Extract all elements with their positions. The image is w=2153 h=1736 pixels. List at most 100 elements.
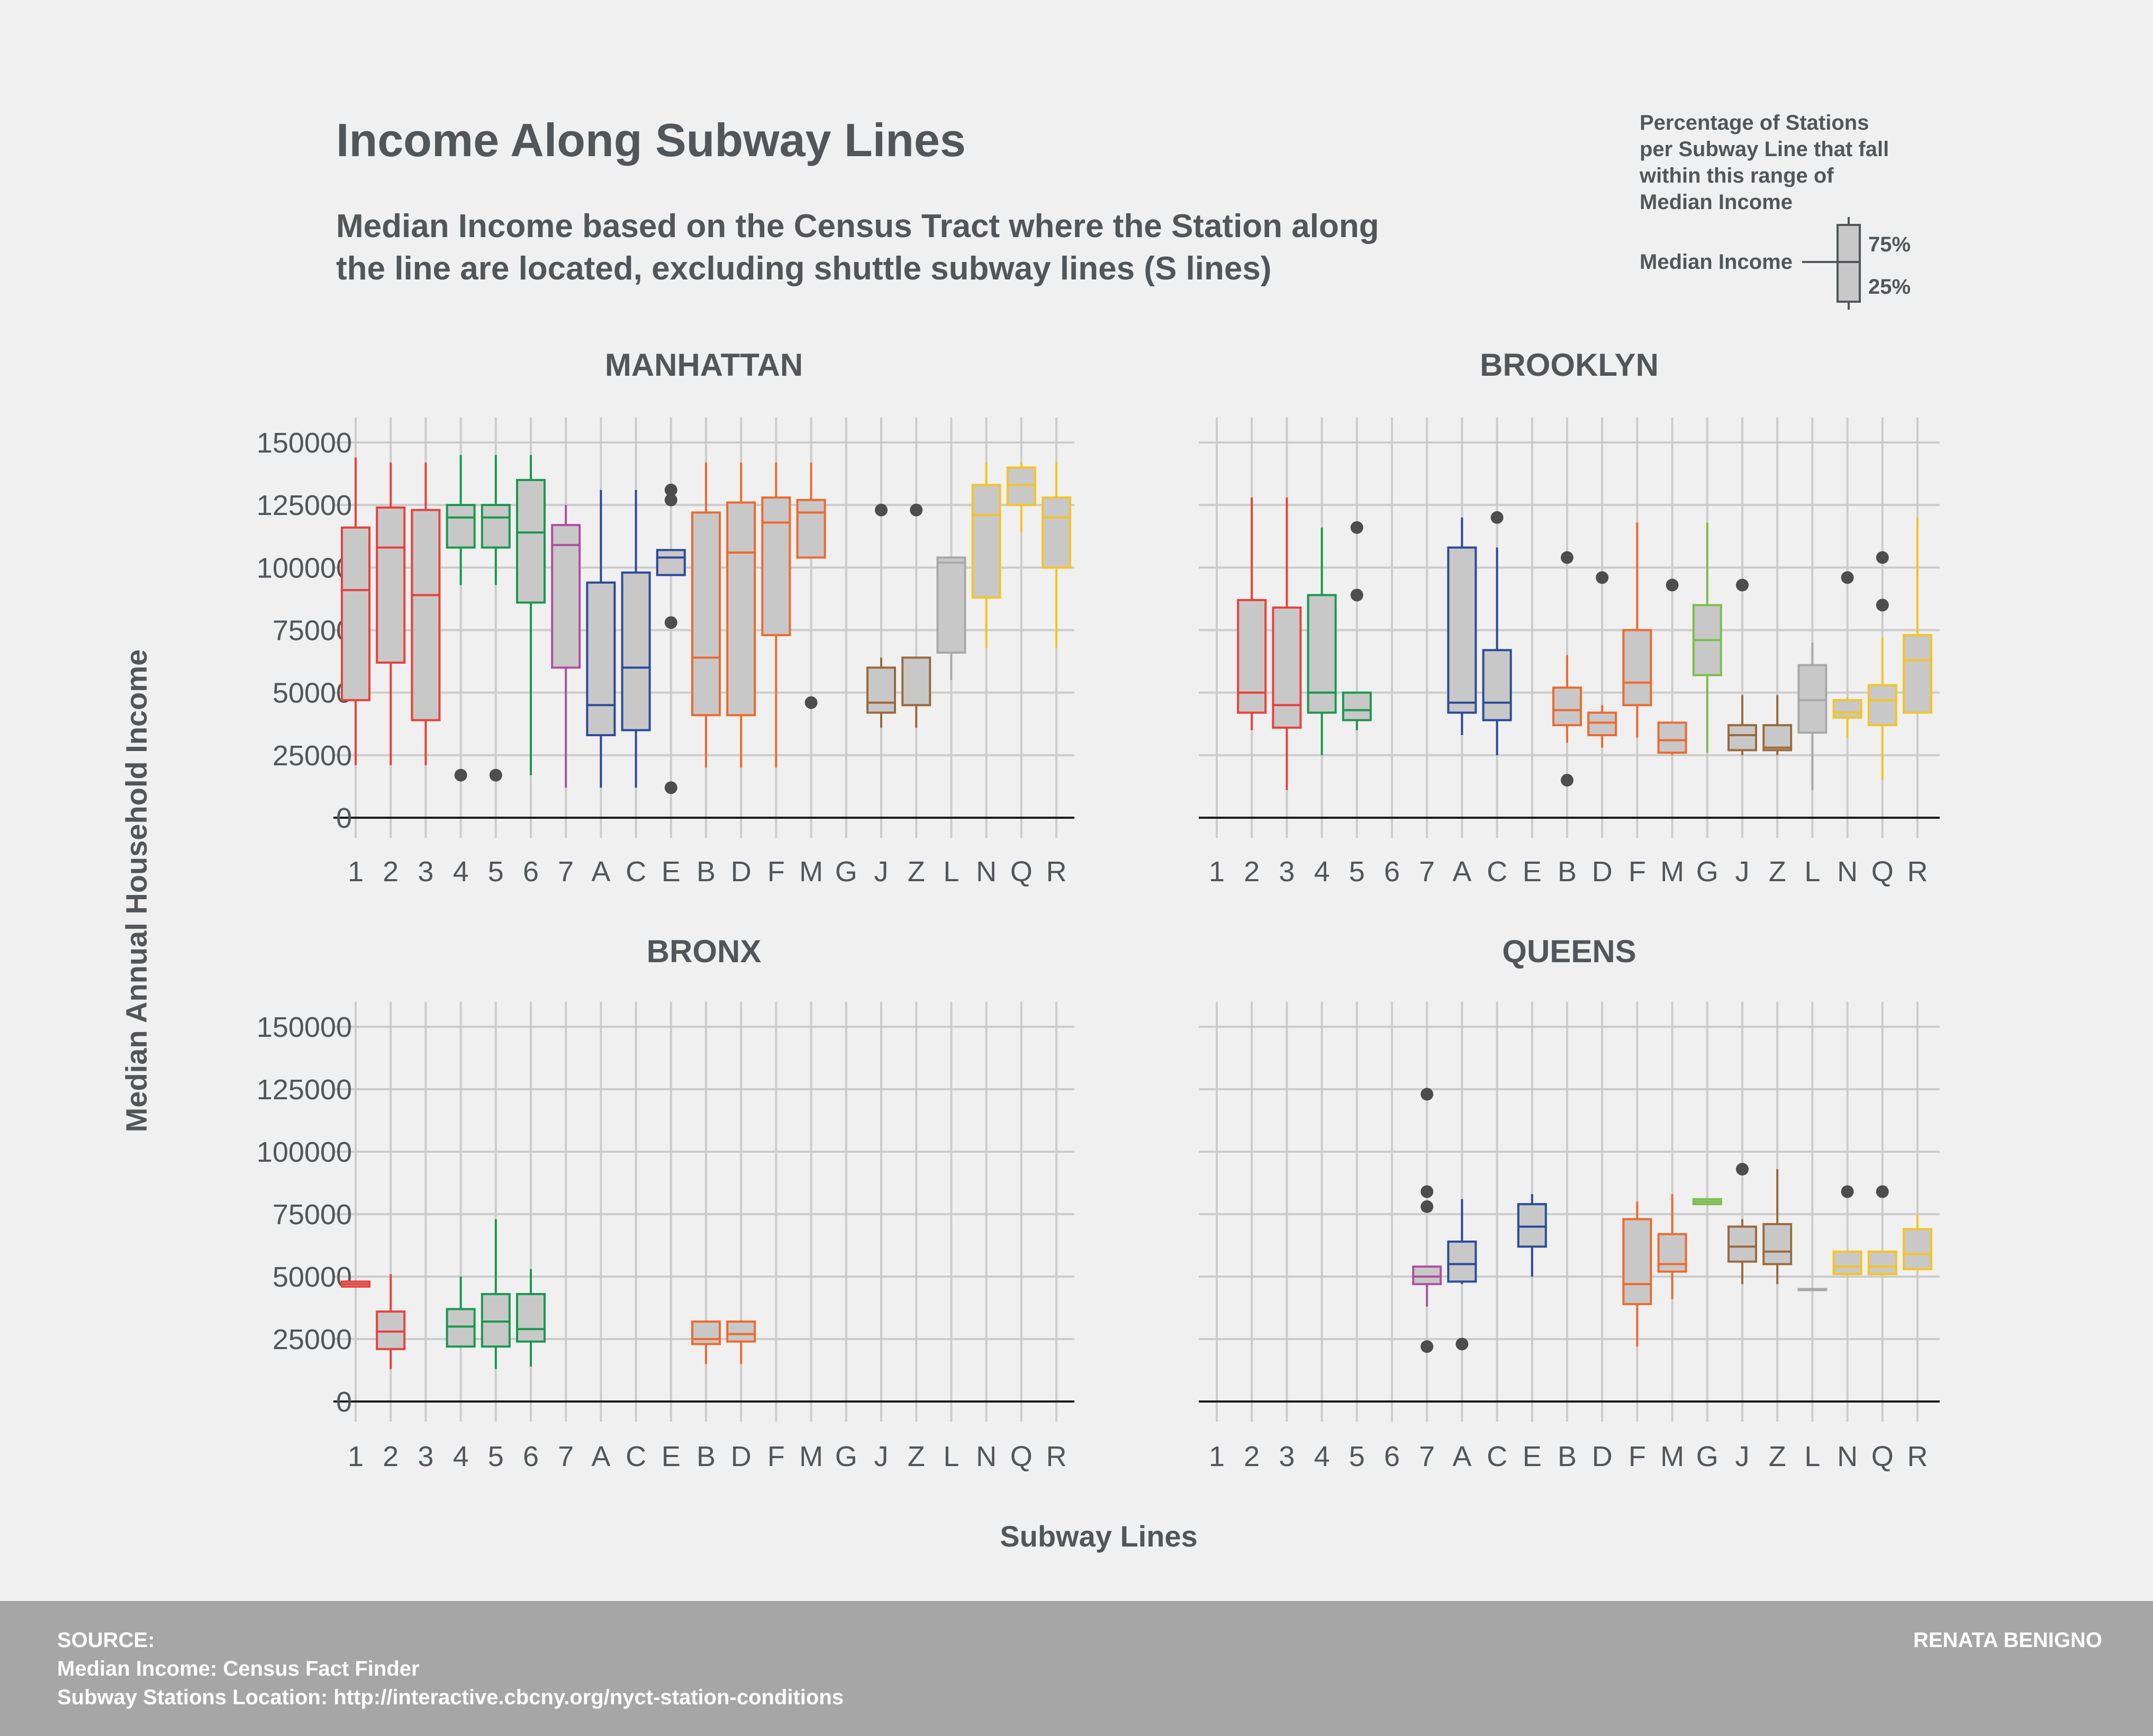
x-tick-label: R [1046, 856, 1067, 888]
x-tick-label: G [835, 1441, 857, 1472]
outlier-point [1561, 551, 1573, 564]
x-tick-label: 6 [1384, 1441, 1400, 1472]
box-R [1903, 1214, 1932, 1270]
box-J [866, 503, 896, 728]
x-tick-label: C [1487, 856, 1507, 888]
panel-title: QUEENS [1502, 934, 1636, 969]
x-tick-label: R [1046, 1441, 1067, 1472]
x-tick-label: 7 [1419, 856, 1435, 888]
x-tick-label: 5 [1349, 856, 1365, 888]
box-iqr [586, 581, 616, 737]
x-tick-label: B [696, 856, 716, 888]
box-E [656, 483, 686, 794]
x-tick-label: G [1696, 856, 1718, 888]
x-tick-label: F [767, 856, 785, 888]
chart-subtitle-line-1: Median Income based on the Census Tract … [336, 208, 1379, 245]
box-iqr [1903, 634, 1932, 714]
box-M [1657, 1194, 1687, 1299]
x-tick-label: R [1907, 856, 1928, 888]
box-iqr [1903, 1228, 1932, 1270]
box-5 [1342, 521, 1372, 730]
box-A [1447, 517, 1477, 736]
x-tick-label: 2 [383, 856, 399, 888]
x-tick-label: J [1735, 856, 1750, 888]
y-tick-label: 100000 [257, 1136, 352, 1168]
box-G [1692, 1198, 1722, 1206]
box-N [1832, 1185, 1862, 1277]
outlier-point [1421, 1200, 1434, 1213]
box-7 [551, 505, 581, 788]
box-iqr [971, 484, 1001, 599]
box-iqr [1832, 699, 1862, 719]
outlier-point [664, 781, 677, 794]
outlier-point [1736, 1163, 1749, 1176]
box-F [1622, 522, 1652, 738]
box-iqr [1797, 664, 1828, 734]
panel-title: BROOKLYN [1480, 347, 1659, 383]
outlier-point [664, 493, 677, 507]
box-iqr [1762, 724, 1793, 752]
box-1 [341, 1280, 370, 1288]
box-iqr [481, 504, 511, 549]
box-Z [901, 503, 931, 728]
x-tick-label: Z [908, 856, 925, 888]
box-D [726, 462, 756, 768]
x-tick-label: 6 [523, 856, 539, 888]
box-iqr [866, 666, 896, 714]
box-M [796, 462, 826, 709]
panels: MANHATTAN0250005000075000100000125000150… [257, 347, 1940, 1472]
box-Z [1762, 1169, 1793, 1285]
outlier-point [1421, 1340, 1434, 1353]
box-iqr [936, 556, 966, 654]
box-iqr [1447, 1240, 1477, 1283]
x-tick-label: 7 [558, 856, 574, 888]
x-tick-label: N [976, 856, 997, 888]
footer: SOURCE: Median Income: Census Fact Finde… [0, 1601, 2153, 1736]
box-D [726, 1320, 756, 1364]
y-tick-label: 0 [336, 802, 352, 834]
x-tick-label: M [799, 1441, 823, 1472]
outlier-point [875, 503, 888, 517]
box-iqr [1587, 711, 1617, 737]
x-tick-label: M [1660, 856, 1684, 888]
box-iqr [901, 656, 931, 707]
box-L [1797, 1288, 1828, 1291]
x-tick-label: A [591, 856, 610, 888]
box-iqr [1622, 1218, 1652, 1305]
panel-brooklyn: BROOKLYN 1 2 3 4 5 6 7 A C E B D F M G J Z L N Q R [1199, 347, 1940, 888]
x-tick-label: D [1592, 1441, 1613, 1472]
legend-line-3: within this range of [1639, 164, 1834, 187]
box-iqr [726, 501, 756, 717]
box-R [1042, 462, 1071, 648]
box-Q [1006, 462, 1036, 533]
y-tick-label: 0 [336, 1386, 352, 1418]
legend-upper-label: 75% [1868, 233, 1911, 256]
box-C [621, 490, 651, 788]
outlier-point [1561, 774, 1573, 787]
x-tick-label: B [1558, 1441, 1577, 1472]
x-tick-label: D [731, 856, 752, 888]
legend-box [1837, 224, 1861, 303]
outlier-point [1455, 1337, 1469, 1351]
box-iqr [1762, 1223, 1793, 1265]
x-tick-label: 7 [558, 1441, 574, 1472]
x-tick-label: 1 [1209, 1441, 1225, 1472]
box-4 [446, 455, 476, 782]
outlier-point [1350, 589, 1363, 602]
box-Z [1762, 695, 1793, 755]
x-tick-label: 6 [523, 1441, 539, 1472]
legend: Percentage of Stations per Subway Line t… [1639, 111, 1911, 310]
box-iqr [1307, 594, 1337, 714]
box-N [971, 462, 1001, 648]
box-iqr [1517, 1203, 1547, 1248]
box-A [586, 490, 616, 788]
box-5 [481, 1219, 511, 1369]
outlier-point [1876, 599, 1889, 612]
box-A [1447, 1199, 1477, 1351]
box-iqr [1832, 1250, 1862, 1276]
legend-line-4: Median Income [1640, 191, 1793, 214]
box-L [936, 556, 966, 681]
outlier-point [1490, 511, 1504, 524]
box-iqr [1867, 1250, 1897, 1276]
legend-line-2: per Subway Line that fall [1640, 138, 1889, 161]
